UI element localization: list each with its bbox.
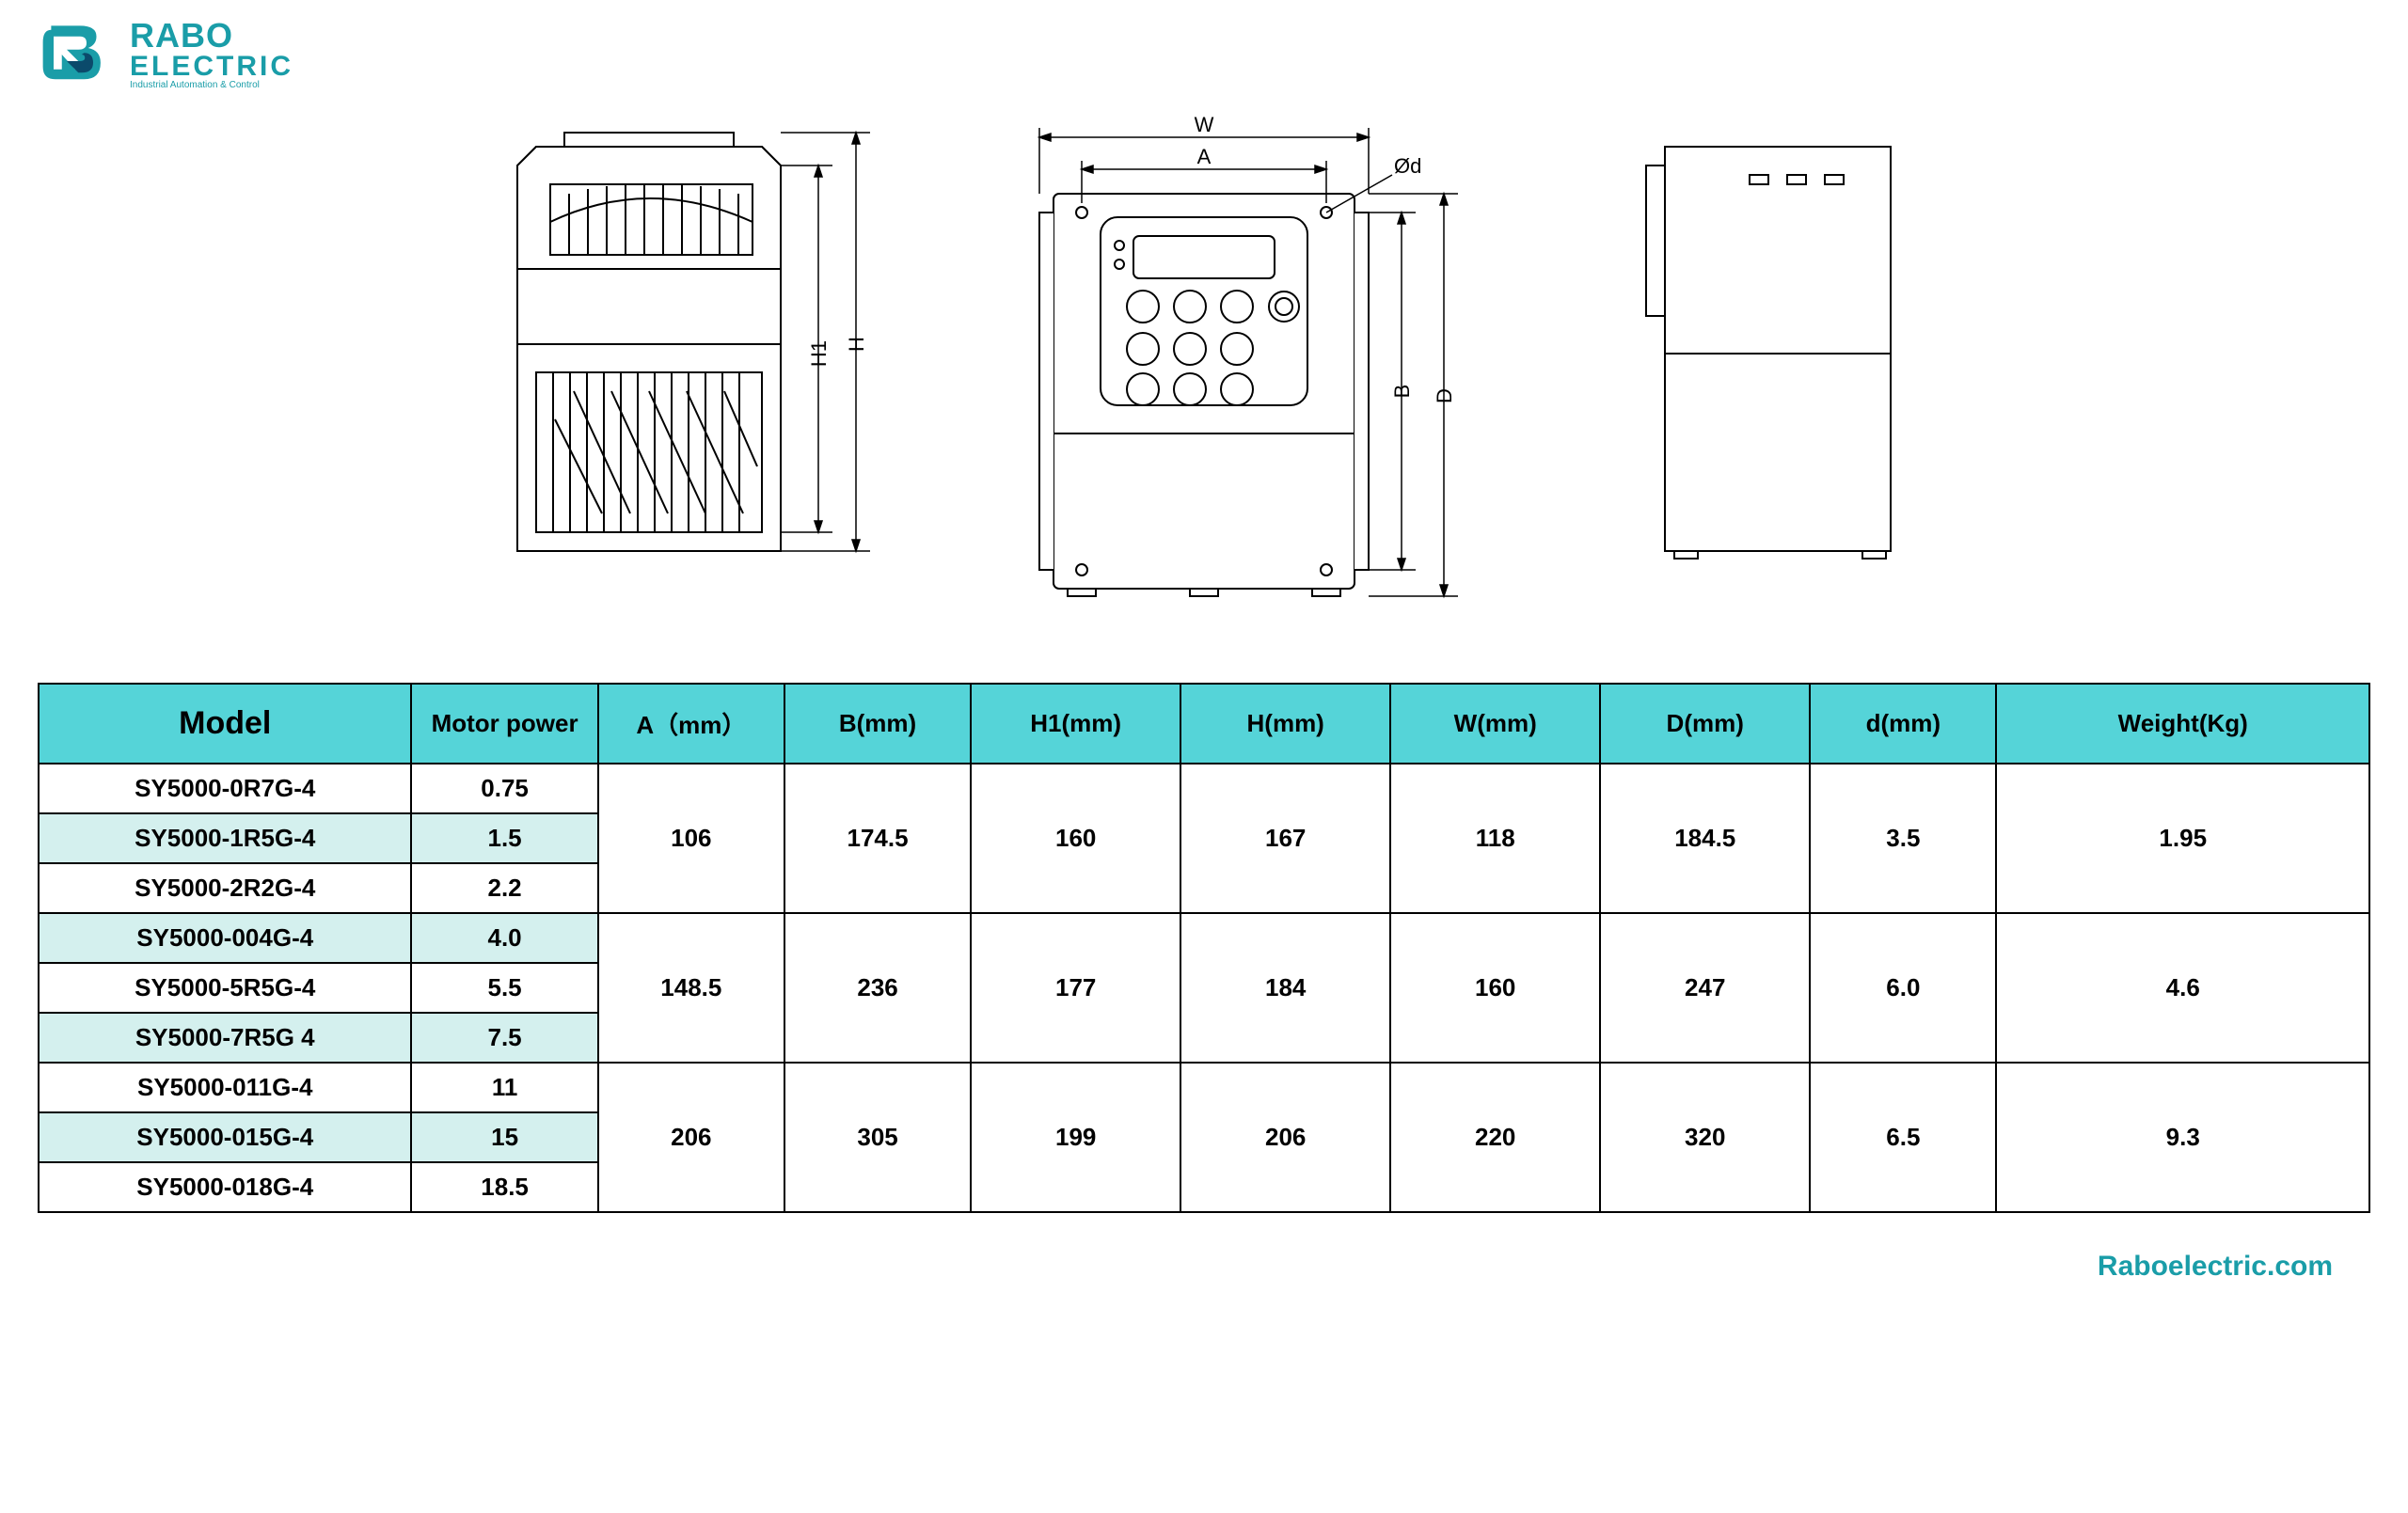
drawing-side-view: H1 H — [461, 109, 894, 598]
col-header: Model — [39, 684, 411, 764]
cell-model: SY5000-2R2G-4 — [39, 863, 411, 913]
cell-power: 1.5 — [411, 813, 597, 863]
cell-dim: 184 — [1180, 913, 1390, 1063]
cell-dim: 305 — [784, 1063, 971, 1212]
cell-dim: 6.5 — [1810, 1063, 1996, 1212]
cell-model: SY5000-011G-4 — [39, 1063, 411, 1112]
cell-dim: 206 — [598, 1063, 784, 1212]
cell-dim: 236 — [784, 913, 971, 1063]
table-row: SY5000-011G-4112063051992062203206.59.3 — [39, 1063, 2369, 1112]
cell-power: 2.2 — [411, 863, 597, 913]
cell-dim: 1.95 — [1996, 764, 2369, 913]
brand-tagline: Industrial Automation & Control — [130, 81, 293, 90]
cell-model: SY5000-1R5G-4 — [39, 813, 411, 863]
table-body: SY5000-0R7G-40.75106174.5160167118184.53… — [39, 764, 2369, 1212]
dim-label-phid: Ød — [1394, 154, 1421, 178]
brand-logo: RABO ELECTRIC Industrial Automation & Co… — [38, 19, 2370, 90]
cell-power: 15 — [411, 1112, 597, 1162]
cell-power: 5.5 — [411, 963, 597, 1013]
cell-model: SY5000-018G-4 — [39, 1162, 411, 1212]
col-header: B(mm) — [784, 684, 971, 764]
brand-name-2: ELECTRIC — [130, 53, 293, 81]
col-header: Weight(Kg) — [1996, 684, 2369, 764]
cell-dim: 6.0 — [1810, 913, 1996, 1063]
col-header: D(mm) — [1600, 684, 1810, 764]
dimensions-table: ModelMotor powerA（mm）B(mm)H1(mm)H(mm)W(m… — [38, 683, 2370, 1213]
cell-model: SY5000-7R5G 4 — [39, 1013, 411, 1063]
dim-label-w: W — [1195, 113, 1214, 136]
cell-dim: 177 — [971, 913, 1180, 1063]
cell-model: SY5000-0R7G-4 — [39, 764, 411, 813]
brand-logo-mark — [38, 22, 122, 87]
col-header: A（mm） — [598, 684, 784, 764]
drawing-front-view: W A Ød B D — [988, 109, 1514, 636]
cell-dim: 174.5 — [784, 764, 971, 913]
cell-power: 18.5 — [411, 1162, 597, 1212]
cell-dim: 160 — [1390, 913, 1600, 1063]
table-header-row: ModelMotor powerA（mm）B(mm)H1(mm)H(mm)W(m… — [39, 684, 2369, 764]
col-header: Motor power — [411, 684, 597, 764]
col-header: H1(mm) — [971, 684, 1180, 764]
cell-dim: 206 — [1180, 1063, 1390, 1212]
cell-dim: 199 — [971, 1063, 1180, 1212]
cell-dim: 3.5 — [1810, 764, 1996, 913]
drawing-right-view — [1608, 109, 1947, 598]
table-row: SY5000-0R7G-40.75106174.5160167118184.53… — [39, 764, 2369, 813]
cell-dim: 4.6 — [1996, 913, 2369, 1063]
cell-dim: 167 — [1180, 764, 1390, 913]
table-row: SY5000-004G-44.0148.52361771841602476.04… — [39, 913, 2369, 963]
cell-dim: 118 — [1390, 764, 1600, 913]
brand-name-1: RABO — [130, 19, 293, 53]
footer-link: Raboelectric.com — [38, 1251, 2370, 1283]
technical-drawings: H1 H — [38, 109, 2370, 636]
cell-dim: 160 — [971, 764, 1180, 913]
cell-model: SY5000-5R5G-4 — [39, 963, 411, 1013]
dim-label-b: B — [1390, 385, 1414, 399]
cell-power: 0.75 — [411, 764, 597, 813]
cell-dim: 106 — [598, 764, 784, 913]
cell-model: SY5000-015G-4 — [39, 1112, 411, 1162]
cell-dim: 247 — [1600, 913, 1810, 1063]
cell-dim: 220 — [1390, 1063, 1600, 1212]
cell-power: 7.5 — [411, 1013, 597, 1063]
brand-logo-text: RABO ELECTRIC Industrial Automation & Co… — [130, 19, 293, 90]
dim-label-a: A — [1197, 145, 1212, 168]
cell-power: 4.0 — [411, 913, 597, 963]
cell-power: 11 — [411, 1063, 597, 1112]
dim-label-d: D — [1433, 388, 1456, 403]
cell-model: SY5000-004G-4 — [39, 913, 411, 963]
cell-dim: 320 — [1600, 1063, 1810, 1212]
dim-label-h1: H1 — [807, 340, 831, 367]
dim-label-h: H — [845, 337, 868, 352]
col-header: H(mm) — [1180, 684, 1390, 764]
col-header: d(mm) — [1810, 684, 1996, 764]
col-header: W(mm) — [1390, 684, 1600, 764]
cell-dim: 184.5 — [1600, 764, 1810, 913]
cell-dim: 9.3 — [1996, 1063, 2369, 1212]
cell-dim: 148.5 — [598, 913, 784, 1063]
